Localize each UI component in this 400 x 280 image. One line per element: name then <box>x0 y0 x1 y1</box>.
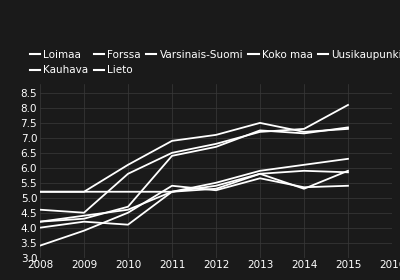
Uusikaupunki <box>302 186 306 189</box>
Kauhava <box>302 127 306 130</box>
Forssa <box>170 154 174 158</box>
Loimaa <box>170 139 174 143</box>
Lieto <box>302 187 306 190</box>
Varsinais-Suomi <box>170 190 174 193</box>
Loimaa <box>258 121 262 125</box>
Kauhava <box>258 130 262 134</box>
Loimaa <box>82 190 86 193</box>
Uusikaupunki <box>170 184 174 187</box>
Varsinais-Suomi <box>258 169 262 172</box>
Varsinais-Suomi <box>346 157 350 160</box>
Line: Varsinais-Suomi: Varsinais-Suomi <box>40 159 348 192</box>
Kauhava <box>38 208 42 211</box>
Koko maa <box>38 220 42 223</box>
Line: Uusikaupunki: Uusikaupunki <box>40 178 348 246</box>
Varsinais-Suomi <box>214 181 218 185</box>
Kauhava <box>346 103 350 107</box>
Varsinais-Suomi <box>82 190 86 193</box>
Uusikaupunki <box>38 244 42 247</box>
Loimaa <box>38 190 42 193</box>
Lieto <box>258 172 262 176</box>
Lieto <box>82 220 86 223</box>
Line: Loimaa: Loimaa <box>40 123 348 192</box>
Uusikaupunki <box>346 184 350 187</box>
Kauhava <box>126 172 130 176</box>
Line: Lieto: Lieto <box>40 171 348 228</box>
Forssa <box>38 220 42 223</box>
Forssa <box>302 132 306 135</box>
Uusikaupunki <box>126 211 130 214</box>
Forssa <box>214 145 218 148</box>
Koko maa <box>82 214 86 217</box>
Uusikaupunki <box>258 177 262 180</box>
Line: Kauhava: Kauhava <box>40 105 348 213</box>
Forssa <box>346 126 350 129</box>
Varsinais-Suomi <box>302 163 306 167</box>
Koko maa <box>302 169 306 172</box>
Line: Koko maa: Koko maa <box>40 171 348 222</box>
Line: Forssa: Forssa <box>40 127 348 222</box>
Loimaa <box>126 163 130 167</box>
Varsinais-Suomi <box>38 190 42 193</box>
Koko maa <box>214 184 218 187</box>
Lieto <box>214 187 218 190</box>
Loimaa <box>346 127 350 130</box>
Koko maa <box>170 190 174 193</box>
Legend: Loimaa, Kauhava, Forssa, Lieto, Varsinais-Suomi, Koko maa, Uusikaupunki: Loimaa, Kauhava, Forssa, Lieto, Varsinai… <box>30 50 400 75</box>
Kauhava <box>214 142 218 146</box>
Koko maa <box>126 208 130 211</box>
Forssa <box>82 217 86 220</box>
Lieto <box>170 190 174 193</box>
Loimaa <box>302 130 306 134</box>
Kauhava <box>170 151 174 155</box>
Koko maa <box>258 172 262 176</box>
Uusikaupunki <box>214 188 218 192</box>
Uusikaupunki <box>82 229 86 232</box>
Koko maa <box>346 171 350 174</box>
Lieto <box>126 223 130 226</box>
Kauhava <box>82 211 86 214</box>
Varsinais-Suomi <box>126 190 130 193</box>
Lieto <box>38 226 42 229</box>
Lieto <box>346 169 350 172</box>
Forssa <box>258 129 262 132</box>
Forssa <box>126 205 130 208</box>
Loimaa <box>214 133 218 137</box>
